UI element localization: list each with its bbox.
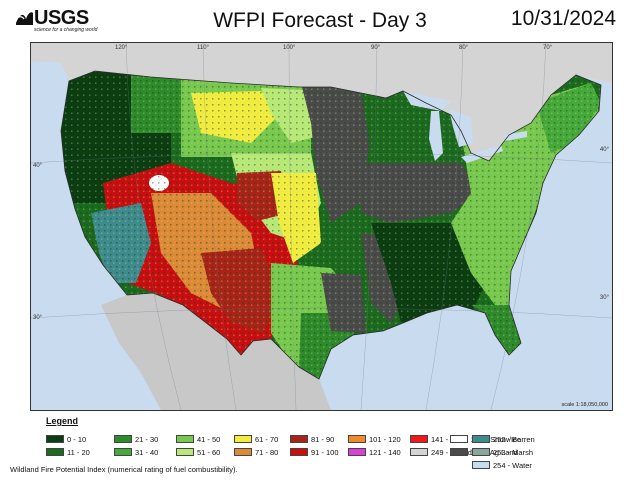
legend-item: 141 - 247 <box>410 434 463 444</box>
lon-tick-110: 110° <box>197 45 209 51</box>
header: USGS science for a changing world WFPI F… <box>0 0 640 40</box>
legend-swatch <box>234 435 252 443</box>
map-title: WFPI Forecast - Day 3 <box>213 9 427 32</box>
usgs-wave-icon <box>15 12 33 25</box>
lat-tick-30-right: 30° <box>599 295 609 301</box>
legend-title: Legend <box>46 416 79 426</box>
lon-tick-80: 80° <box>459 45 469 51</box>
lat-tick-40-left: 40° <box>33 163 43 169</box>
legend-item: 81 - 90 <box>290 434 334 444</box>
legend-label: 71 - 80 <box>255 447 279 457</box>
legend-label: 252 - Barren <box>493 434 535 444</box>
usgs-tagline: science for a changing world <box>34 27 98 33</box>
lon-tick-70: 70° <box>543 45 553 51</box>
legend-item: 250 - Snow/Ice <box>450 434 521 444</box>
mexico-landmass <box>101 293 331 410</box>
usgs-logo: USGS science for a changing world <box>14 7 97 33</box>
wfpi-map: 120° 110° 100° 90° 80° 70° 40° 30° 40° 3… <box>30 42 613 411</box>
map-scale: scale 1:18,050,000 <box>561 402 608 408</box>
lon-tick-120: 120° <box>115 45 128 51</box>
legend-item: 61 - 70 <box>234 434 278 444</box>
legend-item: 251 - Ag Land <box>450 447 518 457</box>
legend-swatch <box>472 435 490 443</box>
usgs-wordmark: USGS <box>34 7 89 29</box>
legend-swatch <box>176 435 194 443</box>
legend-item: 21 - 30 <box>114 434 158 444</box>
legend-swatch <box>348 435 366 443</box>
legend-swatch <box>46 448 64 456</box>
legend-swatch <box>290 435 308 443</box>
lon-tick-90: 90° <box>371 45 381 51</box>
legend-label: 21 - 30 <box>135 434 159 444</box>
legend-label: 101 - 120 <box>369 434 401 444</box>
legend-label: 51 - 60 <box>197 447 221 457</box>
legend-swatch <box>176 448 194 456</box>
forecast-date: 10/31/2024 <box>510 7 616 30</box>
legend-label: 253 - Marsh <box>493 447 534 457</box>
legend-label: 41 - 50 <box>197 434 221 444</box>
legend-item: 41 - 50 <box>176 434 220 444</box>
legend-item: 252 - Barren <box>472 434 535 444</box>
lake-ontario <box>503 131 527 141</box>
legend: Legend 0 - 10 11 - 20 21 - 30 31 - 40 41 - 5… <box>30 414 611 476</box>
legend-label: 0 - 10 <box>67 434 87 444</box>
legend-label: 31 - 40 <box>135 447 159 457</box>
legend-swatch <box>114 448 132 456</box>
legend-swatch <box>450 448 468 456</box>
legend-label: 81 - 90 <box>311 434 335 444</box>
legend-item: 253 - Marsh <box>472 447 533 457</box>
legend-swatch <box>290 448 308 456</box>
legend-swatch <box>410 448 428 456</box>
legend-item: 101 - 120 <box>348 434 401 444</box>
legend-swatch <box>472 461 490 469</box>
legend-swatch <box>234 448 252 456</box>
legend-label: 61 - 70 <box>255 434 279 444</box>
lake-huron <box>449 109 473 147</box>
legend-swatch <box>348 448 366 456</box>
legend-item: 71 - 80 <box>234 447 278 457</box>
legend-item: 91 - 100 <box>290 447 339 457</box>
legend-swatch <box>450 435 468 443</box>
lake-superior <box>403 91 451 111</box>
legend-caption: Wildland Fire Potential Index (numerical… <box>10 465 238 474</box>
legend-swatch <box>410 435 428 443</box>
legend-label: 251 - Ag Land <box>471 447 518 457</box>
legend-item: 254 - Water <box>472 460 532 470</box>
legend-item: 11 - 20 <box>46 447 90 457</box>
map-canvas <box>31 43 612 410</box>
lat-tick-40-right: 40° <box>599 147 609 153</box>
legend-swatch <box>472 448 490 456</box>
lat-tick-30-left: 30° <box>33 315 43 321</box>
legend-item: 0 - 10 <box>46 434 86 444</box>
legend-label: 11 - 20 <box>67 447 90 457</box>
legend-label: 254 - Water <box>493 460 532 470</box>
legend-swatch <box>46 435 64 443</box>
lake-michigan <box>429 111 443 161</box>
legend-swatch <box>114 435 132 443</box>
legend-label: 121 - 140 <box>369 447 401 457</box>
lon-tick-100: 100° <box>283 45 296 51</box>
legend-label: 91 - 100 <box>311 447 339 457</box>
legend-item: 121 - 140 <box>348 447 401 457</box>
legend-item: 31 - 40 <box>114 447 158 457</box>
graticule <box>31 43 612 410</box>
legend-item: 51 - 60 <box>176 447 220 457</box>
lake-erie <box>461 145 503 163</box>
legend-label: 250 - Snow/Ice <box>471 434 522 444</box>
legend-label: 141 - 247 <box>431 434 463 444</box>
